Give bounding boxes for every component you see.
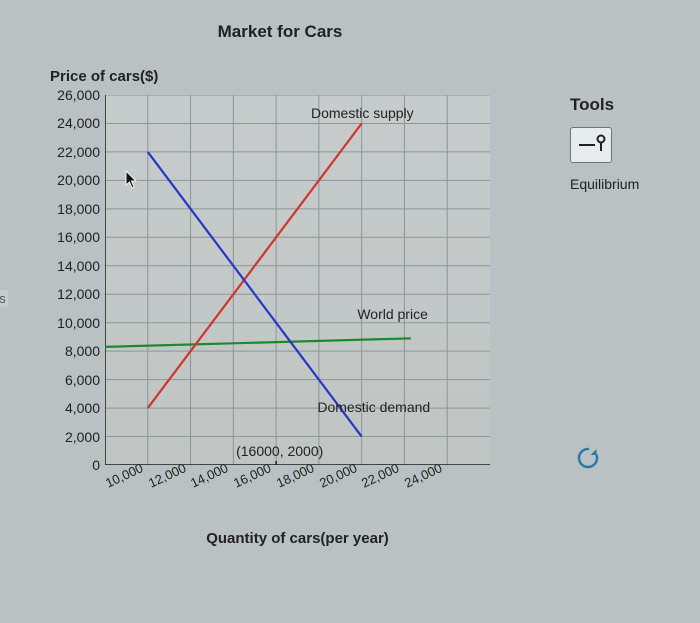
y-tick: 22,000	[45, 144, 100, 160]
demand-label: Domestic demand	[317, 399, 430, 415]
y-tick: 4,000	[45, 400, 100, 416]
y-axis-label: Price of cars($)	[50, 68, 158, 85]
x-axis-label: Quantity of cars(per year)	[105, 530, 490, 547]
plot-area	[105, 95, 490, 465]
equilibrium-label: Equilibrium	[570, 176, 690, 192]
edge-tab: es	[0, 290, 8, 307]
tools-panel: Tools Equilibrium	[570, 95, 690, 192]
y-tick: 10,000	[45, 315, 100, 331]
reload-icon[interactable]	[575, 445, 601, 471]
supply-label: Domestic supply	[311, 105, 414, 121]
y-tick: 12,000	[45, 286, 100, 302]
y-tick: 14,000	[45, 258, 100, 274]
y-tick: 0	[45, 457, 100, 473]
y-tick: 6,000	[45, 372, 100, 388]
world-price-label: World price	[357, 306, 428, 322]
tools-title: Tools	[570, 95, 690, 115]
y-tick: 20,000	[45, 172, 100, 188]
y-tick: 16,000	[45, 229, 100, 245]
y-tick: 18,000	[45, 201, 100, 217]
marked-point-label: (16000, 2000)	[236, 443, 323, 459]
equilibrium-tool[interactable]	[570, 127, 612, 163]
plot-svg	[105, 95, 490, 465]
chart-title: Market for Cars	[0, 22, 560, 42]
y-ticks-container: 02,0004,0006,0008,00010,00012,00014,0001…	[45, 95, 100, 465]
y-tick: 2,000	[45, 429, 100, 445]
y-tick: 8,000	[45, 343, 100, 359]
y-tick: 26,000	[45, 87, 100, 103]
y-tick: 24,000	[45, 115, 100, 131]
